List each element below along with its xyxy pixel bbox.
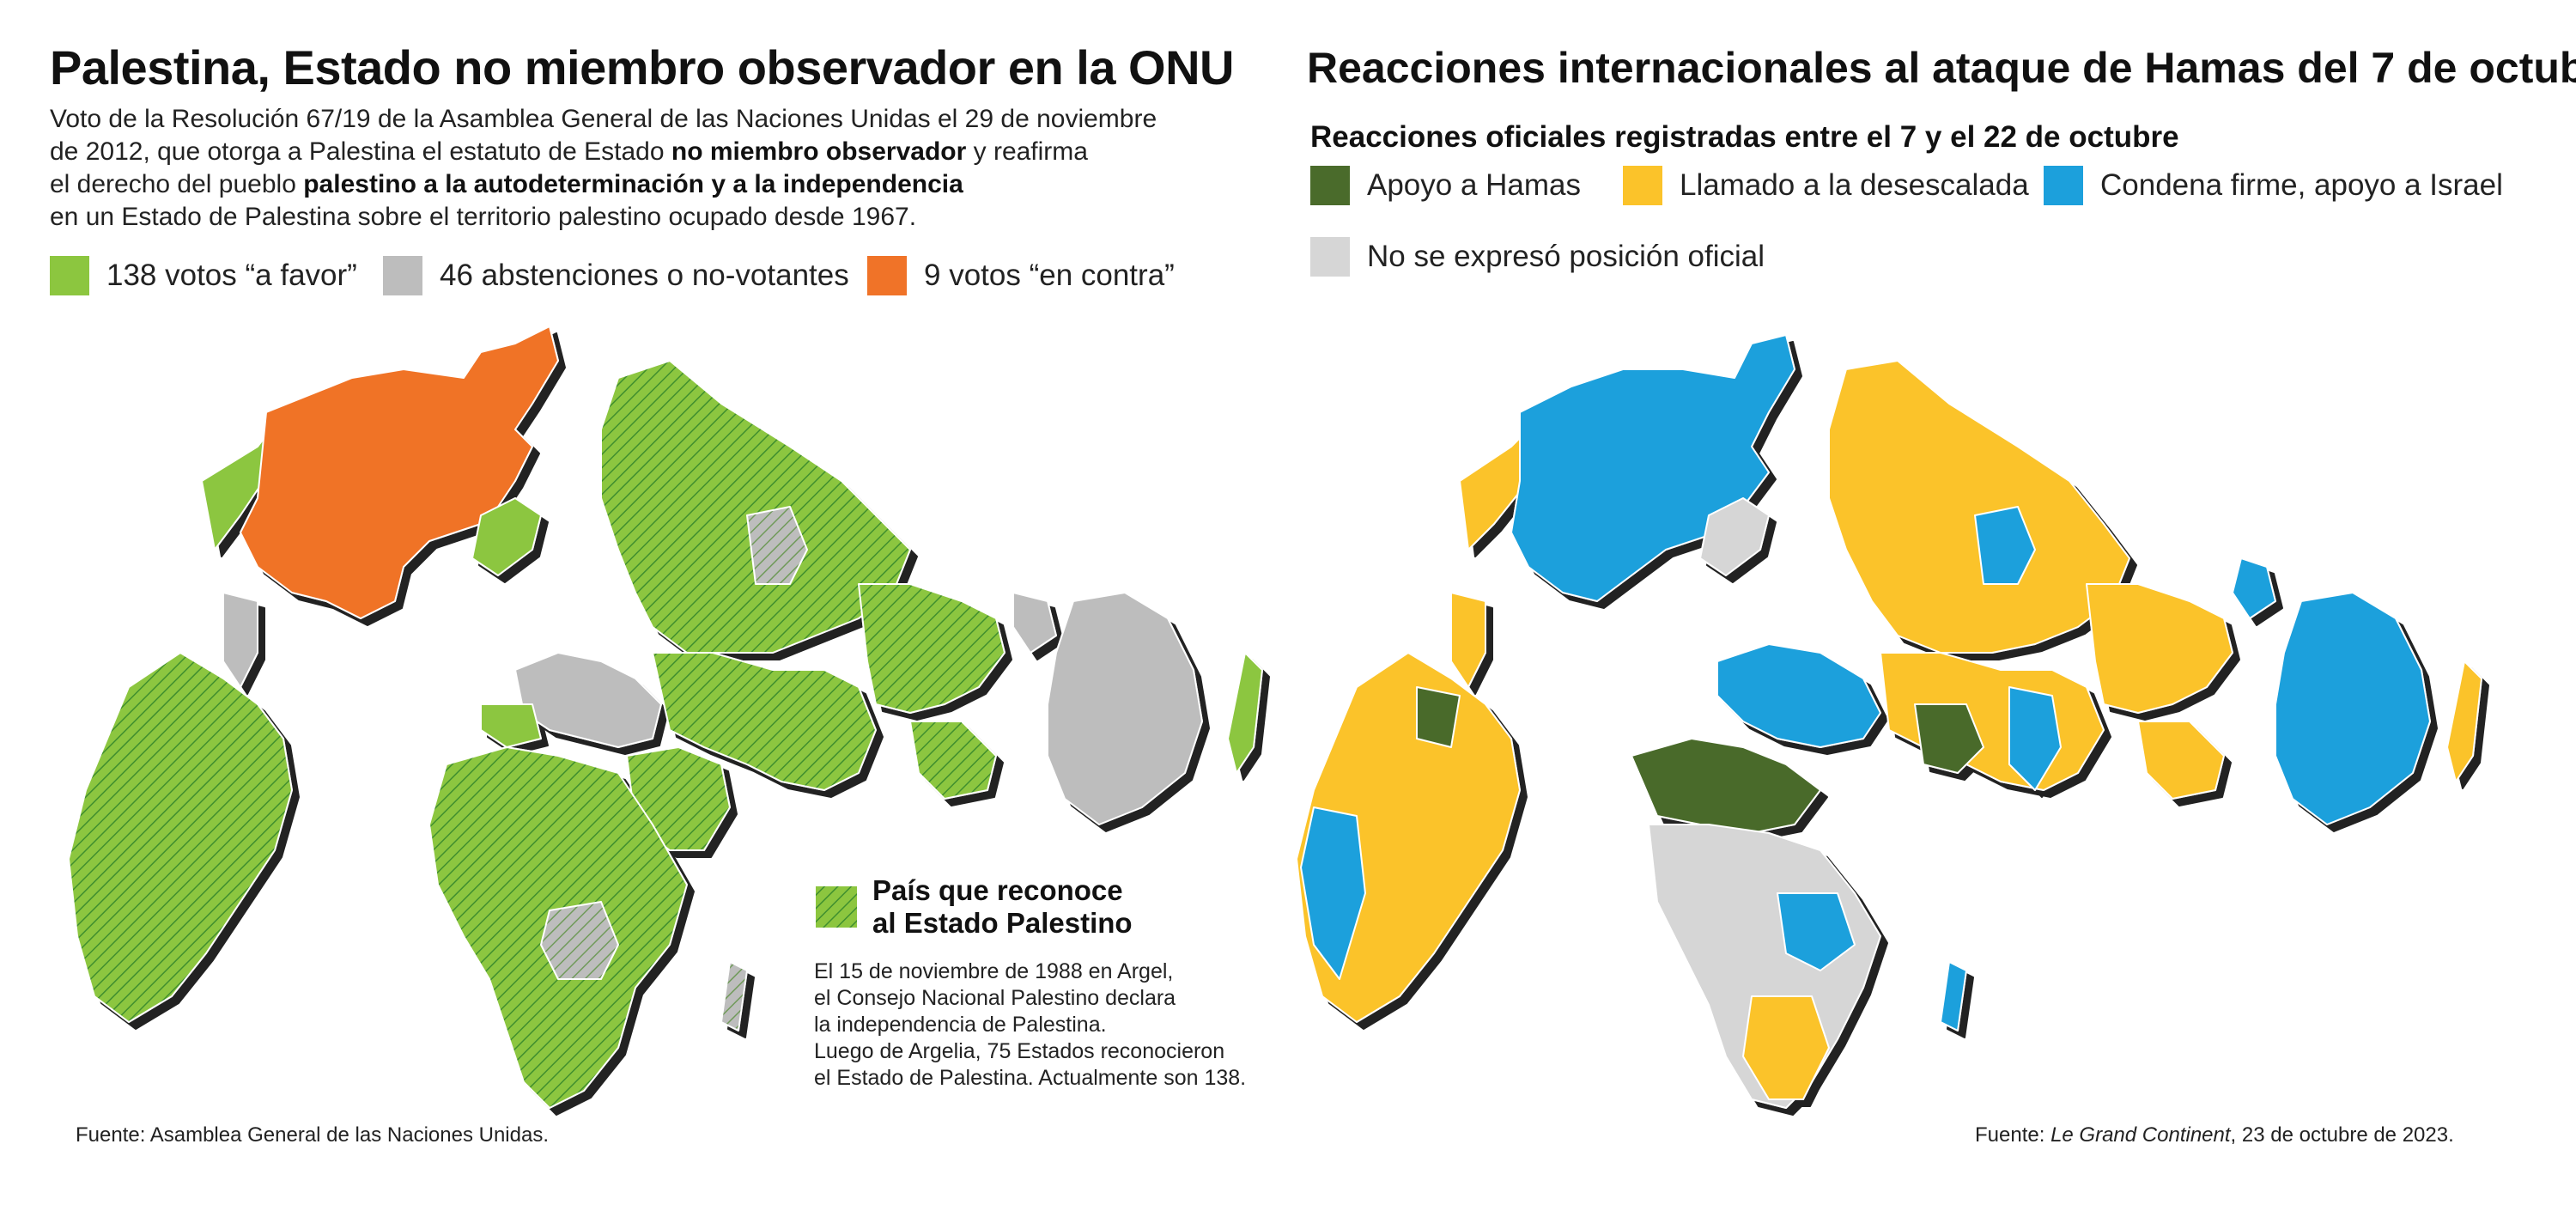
left-south-america xyxy=(68,652,293,1023)
right-asia-central xyxy=(1880,652,2105,791)
left-kazakhstan xyxy=(746,506,808,585)
left-africa-central-grey xyxy=(540,901,619,980)
legend-de-escalation: Llamado a la desescalada xyxy=(1623,166,2029,205)
left-desc-line-3: el derecho del pueblo palestino a la aut… xyxy=(50,170,963,198)
left-central-america xyxy=(222,592,258,688)
right-africa-yellow xyxy=(1742,995,1830,1100)
left-asia-central xyxy=(652,652,877,791)
legend-condemn: Condena firme, apoyo a Israel xyxy=(2044,166,2503,205)
abstention-swatch xyxy=(383,256,422,295)
left-madagascar xyxy=(720,961,748,1031)
recognize-title: País que reconoce al Estado Palestino xyxy=(872,874,1133,939)
right-subtitle: Reacciones oficiales registradas entre e… xyxy=(1310,120,2179,154)
right-south-america-blue xyxy=(1300,806,1366,980)
left-desc-line-2: de 2012, que otorga a Palestina el estat… xyxy=(50,137,1088,166)
legend-no-position: No se expresó posición oficial xyxy=(1310,237,1765,277)
left-southeast-asia xyxy=(909,721,997,800)
recognize-hatch-swatch xyxy=(816,886,857,928)
left-russia xyxy=(600,360,911,654)
left-title: Palestina, Estado no miembro observador … xyxy=(50,40,1234,94)
right-europe xyxy=(1716,643,1881,748)
right-india xyxy=(2008,686,2062,791)
right-australia xyxy=(2275,592,2431,825)
support-hamas-swatch xyxy=(1310,166,1350,205)
right-russia xyxy=(1828,360,2130,654)
right-kazakhstan xyxy=(1974,506,2036,585)
right-iran-region xyxy=(1914,703,1984,774)
left-desc-line-1: Voto de la Resolución 67/19 de la Asambl… xyxy=(50,105,1157,133)
left-east-asia xyxy=(858,583,1005,714)
left-source: Fuente: Asamblea General de las Naciones… xyxy=(76,1123,549,1147)
recognize-note: El 15 de noviembre de 1988 en Argel, el … xyxy=(814,959,1247,1090)
right-southeast-asia xyxy=(2137,721,2225,800)
right-source: Fuente: Le Grand Continent, 23 de octubr… xyxy=(1975,1123,2454,1147)
left-korea-japan xyxy=(1012,592,1057,654)
legend-against: 9 votos “en contra” xyxy=(867,256,1175,295)
right-japan xyxy=(2232,557,2276,619)
right-world-map xyxy=(1296,334,2482,1109)
right-madagascar xyxy=(1940,961,1967,1031)
right-new-zealand xyxy=(2446,660,2482,782)
left-europe xyxy=(514,652,662,748)
left-north-america-usa-canada xyxy=(240,326,559,619)
left-australia xyxy=(1047,592,1203,825)
left-world-map xyxy=(68,326,1263,1109)
condemn-swatch xyxy=(2044,166,2083,205)
no-position-swatch xyxy=(1310,237,1350,277)
left-iberia xyxy=(480,703,542,748)
legend-in-favor: 138 votos “a favor” xyxy=(50,256,357,295)
de-escalation-swatch xyxy=(1623,166,1662,205)
right-north-africa xyxy=(1631,738,1821,834)
left-description: Voto de la Resolución 67/19 de la Asambl… xyxy=(50,103,1252,234)
legend-support-hamas: Apoyo a Hamas xyxy=(1310,166,1581,205)
right-central-america xyxy=(1450,592,1486,688)
legend-abstention: 46 abstenciones o no-votantes xyxy=(383,256,849,295)
right-africa-blue xyxy=(1777,892,1856,971)
against-swatch xyxy=(867,256,907,295)
left-new-zealand xyxy=(1227,652,1263,774)
right-east-asia xyxy=(2086,583,2233,714)
right-venezuela-bolivia xyxy=(1416,686,1461,748)
left-desc-line-4: en un Estado de Palestina sobre el terri… xyxy=(50,203,917,231)
right-greenland xyxy=(1699,497,1770,576)
right-title: Reacciones internacionales al ataque de … xyxy=(1307,44,2576,92)
left-greenland xyxy=(471,497,542,576)
right-north-america xyxy=(1510,334,1795,602)
in-favor-swatch xyxy=(50,256,89,295)
